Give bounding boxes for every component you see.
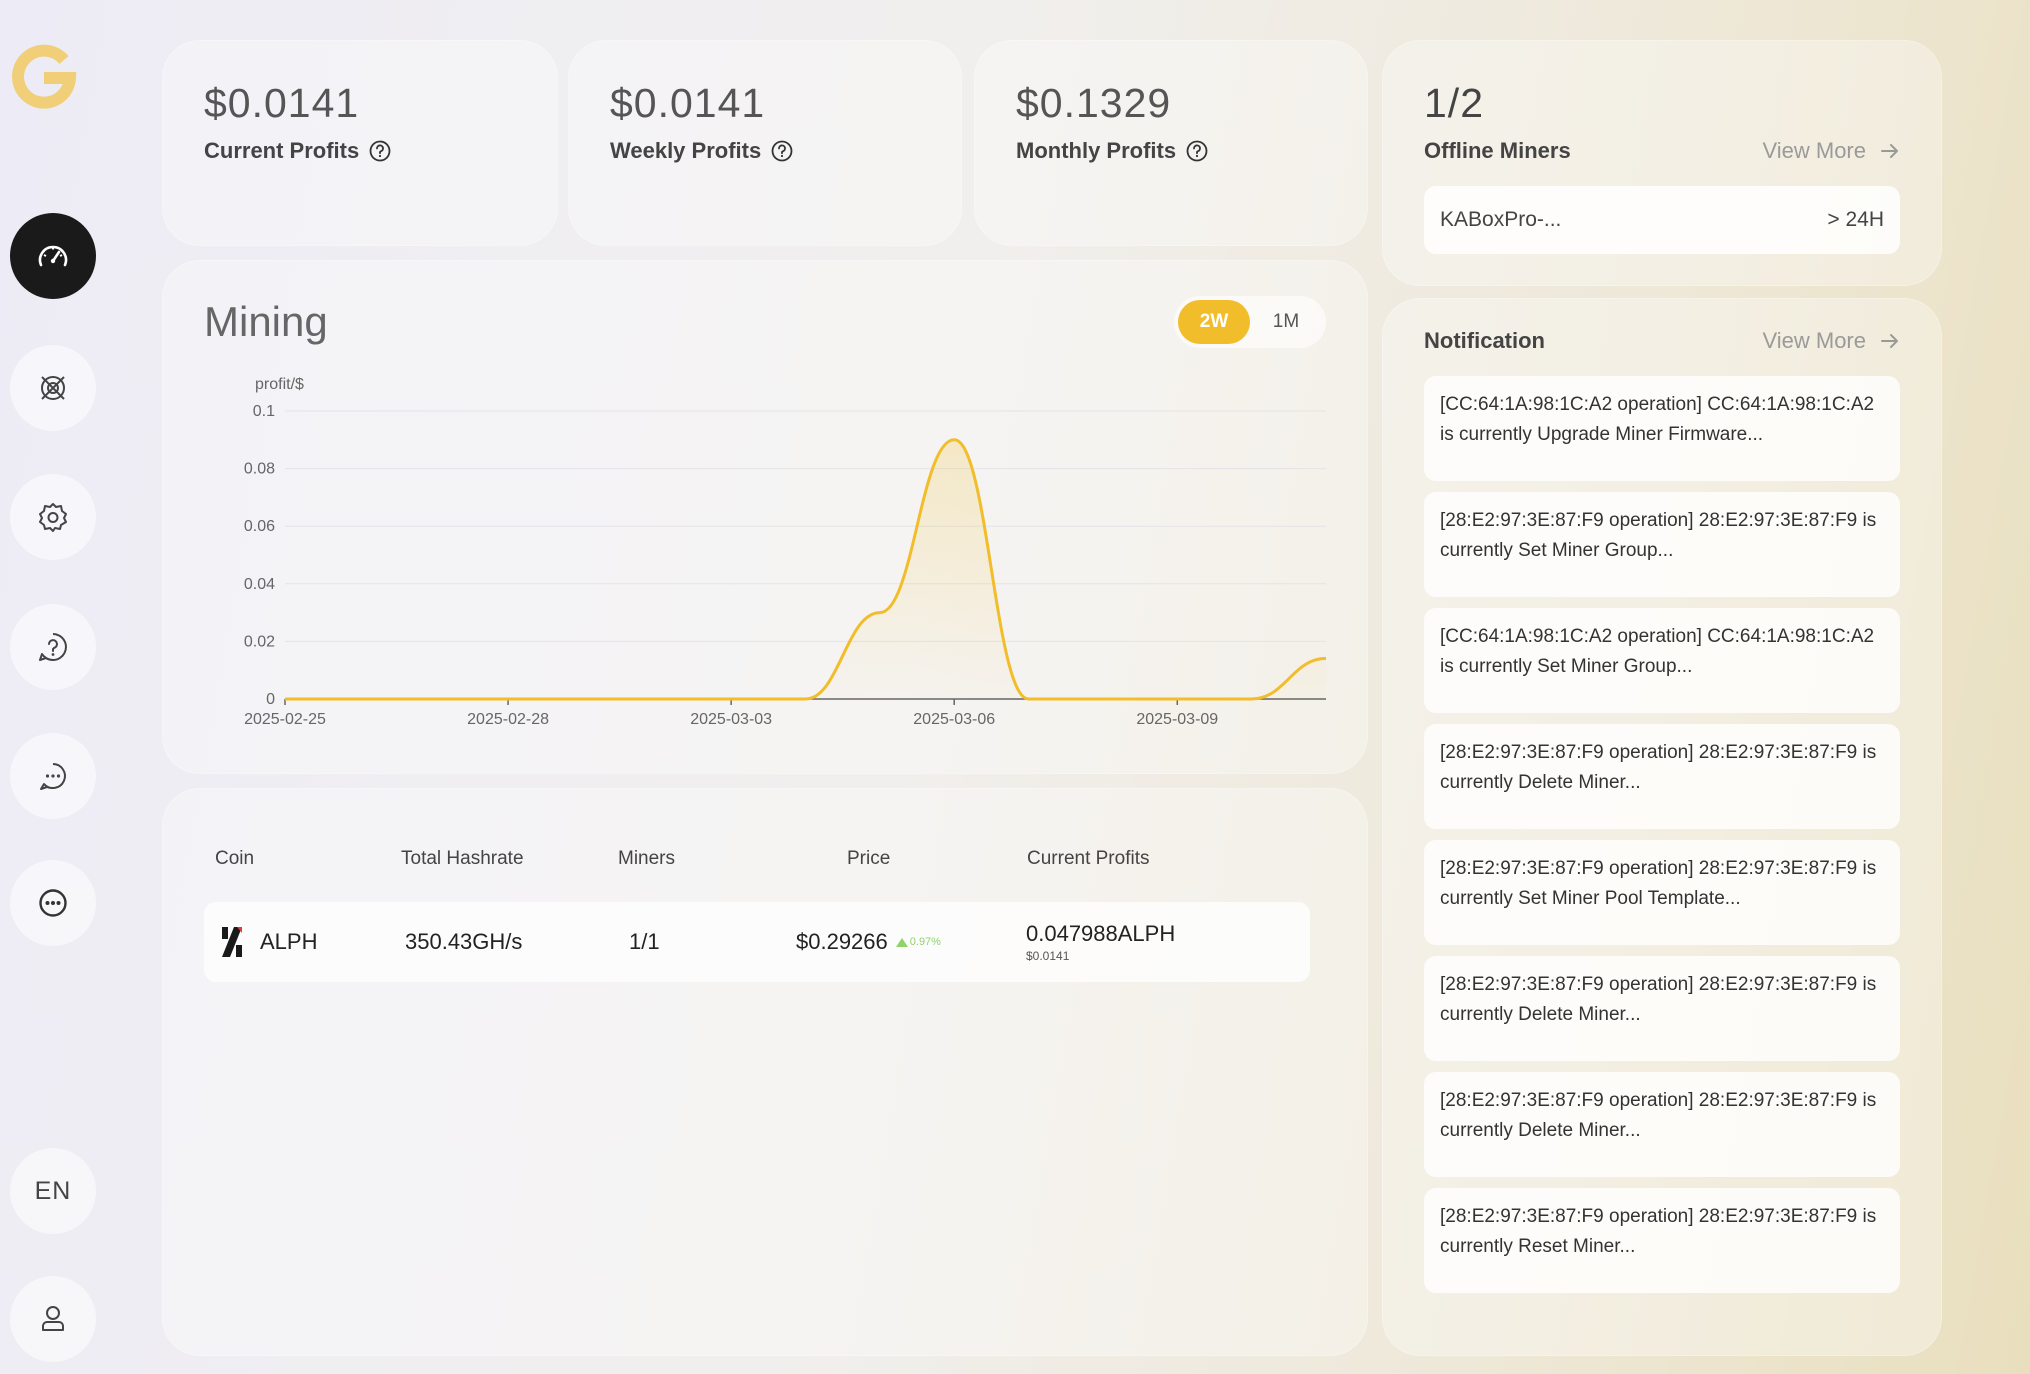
- coin-table-card: Coin Total Hashrate Miners Price Current…: [162, 788, 1368, 1356]
- offline-miners-card: 1/2 Offline Miners View More KABoxPro-..…: [1382, 40, 1942, 286]
- nav-help[interactable]: [10, 604, 96, 690]
- range-2w-button[interactable]: 2W: [1178, 300, 1250, 344]
- notification-item[interactable]: [28:E2:97:3E:87:F9 operation] 28:E2:97:3…: [1424, 724, 1900, 829]
- hashrate-cell: 350.43GH/s: [405, 929, 523, 954]
- current-profits-label-text: Current Profits: [204, 138, 360, 163]
- monthly-profits-label: Monthly Profits: [1016, 138, 1208, 164]
- price-cell: $0.29266 0.97%: [796, 902, 941, 982]
- offline-count: 1/2: [1424, 80, 1484, 126]
- col-header-coin: Coin: [215, 848, 255, 869]
- notification-card: Notification View More [CC:64:1A:98:1C:A…: [1382, 298, 1942, 1356]
- up-arrow-icon: [895, 937, 908, 947]
- y-tick-label: 0.02: [244, 633, 275, 650]
- nav-dashboard[interactable]: [10, 213, 96, 299]
- question-circle-icon[interactable]: [771, 140, 793, 162]
- nav-settings[interactable]: [10, 474, 96, 560]
- miners-cell: 1/1: [629, 929, 660, 954]
- help-icon: [39, 633, 67, 662]
- price-change: 0.97%: [895, 936, 941, 948]
- coin-cell: ALPH: [220, 902, 317, 982]
- notification-item[interactable]: [CC:64:1A:98:1C:A2 operation] CC:64:1A:9…: [1424, 608, 1900, 713]
- notification-item[interactable]: [28:E2:97:3E:87:F9 operation] 28:E2:97:3…: [1424, 1072, 1900, 1177]
- notification-item[interactable]: [28:E2:97:3E:87:F9 operation] 28:E2:97:3…: [1424, 1188, 1900, 1293]
- col-header-miners: Miners: [618, 848, 676, 869]
- current-profits-label: Current Profits: [204, 138, 391, 164]
- profit-line: [285, 438, 1327, 701]
- profit-area: [285, 439, 1326, 699]
- notification-item[interactable]: [CC:64:1A:98:1C:A2 operation] CC:64:1A:9…: [1424, 376, 1900, 481]
- notification-title: Notification: [1424, 328, 1545, 353]
- monthly-profits-card: $0.1329 Monthly Profits: [974, 40, 1368, 246]
- view-more-text: View More: [1762, 138, 1866, 163]
- current-profits-value: $0.0141: [204, 80, 360, 126]
- profit-cell: 0.047988ALPH $0.0141: [1026, 902, 1175, 982]
- y-tick-label: 0.1: [253, 403, 275, 420]
- offline-view-more-link[interactable]: View More: [1762, 138, 1900, 164]
- view-more-text: View More: [1762, 328, 1866, 353]
- weekly-profits-label: Weekly Profits: [610, 138, 793, 164]
- col-header-current-profits: Current Profits: [1027, 848, 1150, 869]
- profit-chart: 0 0.02 0.04 0.06 0.08 0.1 profit/$ 2025-02-25 20…: [244, 376, 1327, 728]
- dashboard-icon: [38, 245, 68, 267]
- more-icon: [39, 889, 67, 917]
- x-tick-label: 2025-03-03: [690, 711, 772, 728]
- notification-view-more-link[interactable]: View More: [1762, 328, 1900, 354]
- weekly-profits-value: $0.0141: [610, 80, 766, 126]
- user-icon: [42, 1306, 64, 1331]
- mining-title: Mining: [204, 298, 328, 345]
- mining-card: Mining 2W 1M 0 0.02 0.04 0.06 0.08 0.1 profit/…: [162, 260, 1368, 774]
- language-label: EN: [34, 1176, 72, 1205]
- offline-miner-item[interactable]: KABoxPro-... > 24H: [1424, 186, 1900, 254]
- y-tick-label: 0: [266, 691, 275, 708]
- chat-icon: [40, 763, 66, 790]
- weekly-profits-card: $0.0141 Weekly Profits: [568, 40, 962, 246]
- x-tick-label: 2025-03-09: [1136, 711, 1218, 728]
- nav-more[interactable]: [10, 860, 96, 946]
- settings-icon: [39, 503, 67, 532]
- weekly-profits-label-text: Weekly Profits: [610, 138, 762, 163]
- offline-miner-duration: > 24H: [1827, 208, 1884, 231]
- mining-pool-icon: [41, 376, 65, 400]
- y-tick-label: 0.06: [244, 518, 275, 535]
- col-header-price: Price: [847, 848, 891, 869]
- y-tick-label: 0.04: [244, 576, 275, 593]
- profit-coin: 0.047988ALPH: [1026, 921, 1176, 946]
- x-tick-label: 2025-02-28: [467, 711, 549, 728]
- x-tick-label: 2025-03-06: [913, 711, 995, 728]
- notification-item[interactable]: [28:E2:97:3E:87:F9 operation] 28:E2:97:3…: [1424, 840, 1900, 945]
- current-profits-card: $0.0141 Current Profits: [162, 40, 558, 246]
- question-circle-icon[interactable]: [369, 140, 391, 162]
- range-1m-button[interactable]: 1M: [1272, 311, 1300, 332]
- arrow-right-icon: [1881, 334, 1898, 348]
- price-change-value: 0.97%: [909, 936, 941, 948]
- nav-mining-pool[interactable]: [10, 345, 96, 431]
- y-axis-label: profit/$: [255, 376, 304, 393]
- x-tick-label: 2025-02-25: [244, 711, 326, 728]
- alph-coin-icon: [222, 927, 242, 957]
- offline-miners-label: Offline Miners: [1424, 138, 1571, 163]
- app-logo: [8, 38, 80, 110]
- monthly-profits-label-text: Monthly Profits: [1016, 138, 1177, 163]
- table-row[interactable]: ALPH 350.43GH/s 1/1 $0.29266 0.97% 0.047…: [204, 902, 1310, 982]
- col-header-hashrate: Total Hashrate: [401, 848, 524, 869]
- price-value: $0.29266: [796, 929, 888, 954]
- notification-item[interactable]: [28:E2:97:3E:87:F9 operation] 28:E2:97:3…: [1424, 492, 1900, 597]
- nav-chat[interactable]: [10, 733, 96, 819]
- offline-miner-name: KABoxPro-...: [1440, 208, 1562, 231]
- range-toggle: 2W 1M: [1174, 296, 1326, 348]
- arrow-right-icon: [1881, 144, 1898, 158]
- monthly-profits-value: $0.1329: [1016, 80, 1172, 126]
- language-switcher[interactable]: EN: [10, 1148, 96, 1234]
- notification-item[interactable]: [28:E2:97:3E:87:F9 operation] 28:E2:97:3…: [1424, 956, 1900, 1061]
- coin-name: ALPH: [260, 929, 318, 954]
- profit-usd: $0.0141: [1026, 949, 1070, 963]
- nav-user[interactable]: [10, 1276, 96, 1362]
- question-circle-icon[interactable]: [1186, 140, 1208, 162]
- y-tick-label: 0.08: [244, 461, 275, 478]
